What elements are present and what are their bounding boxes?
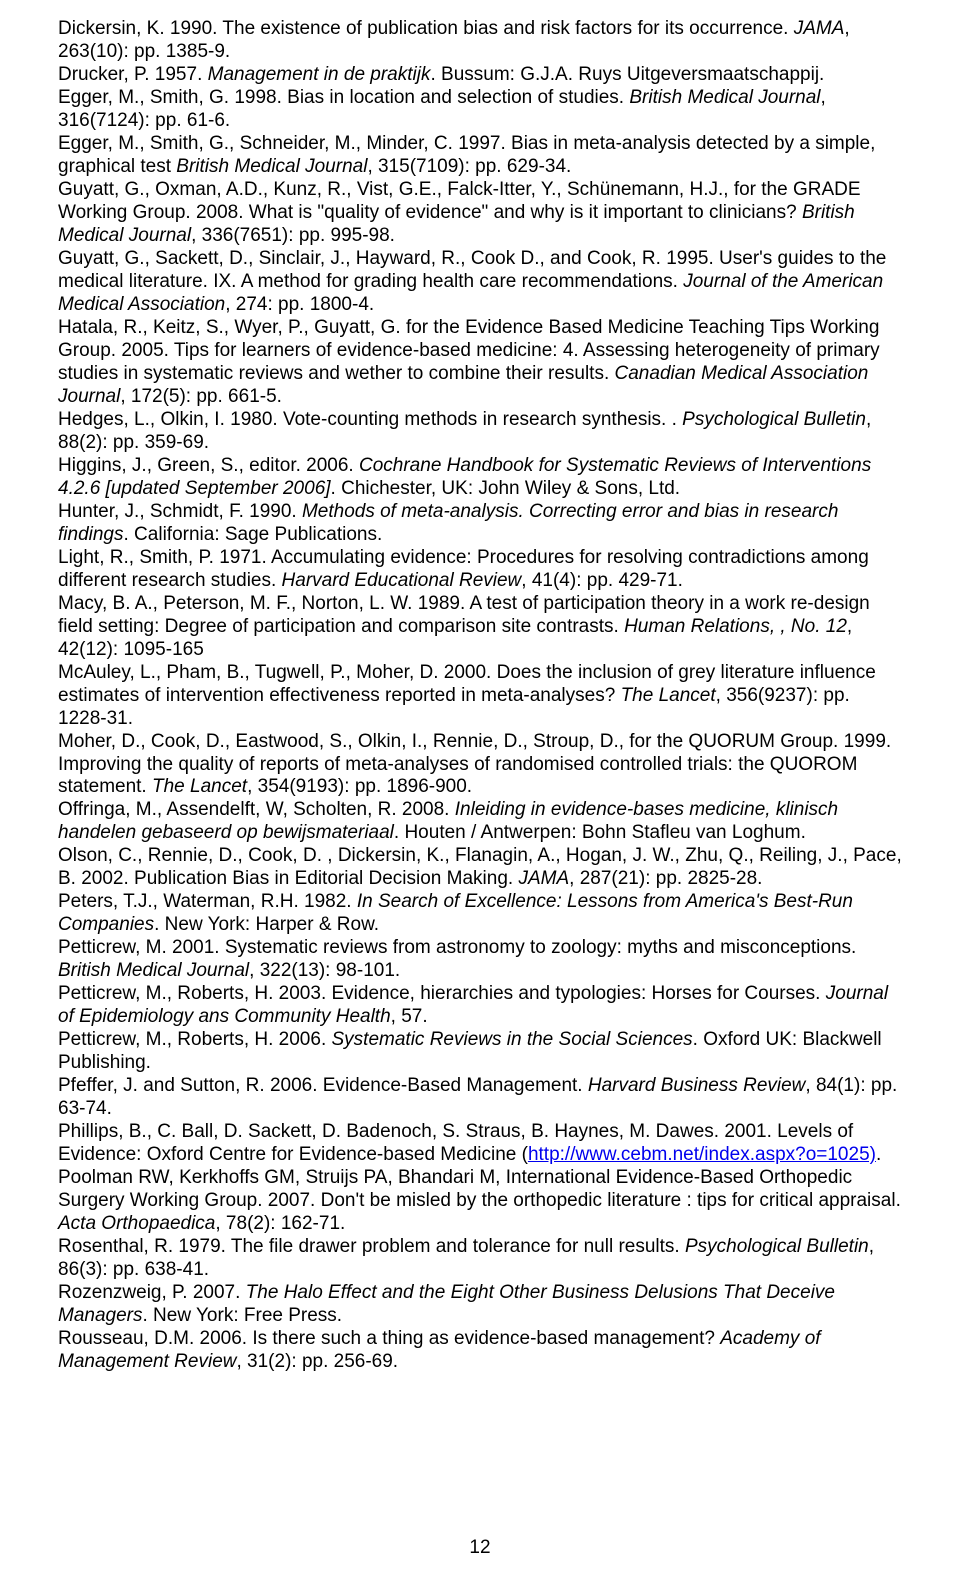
reference-journal: British Medical Journal: [58, 960, 249, 981]
reference-journal: JAMA: [794, 18, 845, 39]
reference-pre: Peters, T.J., Waterman, R.H. 1982.: [58, 891, 357, 912]
reference-entry: McAuley, L., Pham, B., Tugwell, P., Mohe…: [58, 662, 902, 731]
reference-pre: Drucker, P. 1957.: [58, 64, 208, 85]
reference-post: , 315(7109): pp. 629-34.: [367, 156, 571, 177]
reference-post: . Houten / Antwerpen: Bohn Stafleu van L…: [394, 822, 806, 843]
reference-entry: Pfeffer, J. and Sutton, R. 2006. Evidenc…: [58, 1075, 902, 1121]
reference-post: , 78(2): 162-71.: [215, 1213, 345, 1234]
reference-entry: Rousseau, D.M. 2006. Is there such a thi…: [58, 1328, 902, 1374]
reference-entry: Hatala, R., Keitz, S., Wyer, P., Guyatt,…: [58, 317, 902, 409]
reference-pre: Petticrew, M., Roberts, H. 2003. Evidenc…: [58, 983, 826, 1004]
reference-entry: Petticrew, M., Roberts, H. 2003. Evidenc…: [58, 983, 902, 1029]
reference-pre: Dickersin, K. 1990. The existence of pub…: [58, 18, 794, 39]
reference-pre: Poolman RW, Kerkhoffs GM, Struijs PA, Bh…: [58, 1167, 901, 1211]
reference-pre: Hunter, J., Schmidt, F. 1990.: [58, 501, 302, 522]
reference-journal: Harvard Educational Review: [282, 570, 522, 591]
reference-post: . New York: Free Press.: [143, 1305, 343, 1326]
reference-entry: Petticrew, M., Roberts, H. 2006. Systema…: [58, 1029, 902, 1075]
reference-journal: British Medical Journal: [629, 87, 820, 108]
reference-pre: Petticrew, M. 2001. Systematic reviews f…: [58, 937, 856, 958]
reference-entry: Offringa, M., Assendelft, W, Scholten, R…: [58, 799, 902, 845]
reference-post: , 31(2): pp. 256-69.: [236, 1351, 398, 1372]
reference-journal: JAMA: [518, 868, 569, 889]
reference-journal: Management in de praktijk: [208, 64, 431, 85]
reference-pre: Olson, C., Rennie, D., Cook, D. , Dicker…: [58, 845, 902, 889]
page-number: 12: [0, 1537, 960, 1560]
reference-journal: The Lancet: [621, 685, 716, 706]
reference-post: , 322(13): 98-101.: [249, 960, 400, 981]
reference-post: . California: Sage Publications.: [124, 524, 383, 545]
reference-pre: Rosenthal, R. 1979. The file drawer prob…: [58, 1236, 685, 1257]
reference-pre: Egger, M., Smith, G. 1998. Bias in locat…: [58, 87, 629, 108]
reference-entry: Petticrew, M. 2001. Systematic reviews f…: [58, 937, 902, 983]
reference-entry: Guyatt, G., Oxman, A.D., Kunz, R., Vist,…: [58, 179, 902, 248]
reference-pre: Rousseau, D.M. 2006. Is there such a thi…: [58, 1328, 720, 1349]
reference-journal: British Medical Journal: [176, 156, 367, 177]
reference-entry: Drucker, P. 1957. Management in de prakt…: [58, 64, 902, 87]
reference-entry: Moher, D., Cook, D., Eastwood, S., Olkin…: [58, 731, 902, 800]
reference-entry: Guyatt, G., Sackett, D., Sinclair, J., H…: [58, 248, 902, 317]
reference-post: . Bussum: G.J.A. Ruys Uitgeversmaatschap…: [430, 64, 824, 85]
reference-journal: Systematic Reviews in the Social Science…: [332, 1029, 693, 1050]
reference-journal: Psychological Bulletin: [682, 409, 866, 430]
reference-post: , 41(4): pp. 429-71.: [521, 570, 683, 591]
reference-post: . Chichester, UK: John Wiley & Sons, Ltd…: [331, 478, 681, 499]
reference-post: .: [876, 1144, 881, 1165]
reference-entry: Light, R., Smith, P. 1971. Accumulating …: [58, 547, 902, 593]
reference-entry: Higgins, J., Green, S., editor. 2006. Co…: [58, 455, 902, 501]
reference-entry: Olson, C., Rennie, D., Cook, D. , Dicker…: [58, 845, 902, 891]
reference-post: , 57.: [391, 1006, 428, 1027]
reference-entry: Rozenzweig, P. 2007. The Halo Effect and…: [58, 1282, 902, 1328]
page-container: Dickersin, K. 1990. The existence of pub…: [0, 0, 960, 1580]
reference-journal: Acta Orthopaedica: [58, 1213, 215, 1234]
reference-post: . New York: Harper & Row.: [154, 914, 379, 935]
reference-link[interactable]: http://www.cebm.net/index.aspx?o=1025): [528, 1144, 876, 1165]
reference-entry: Egger, M., Smith, G., Schneider, M., Min…: [58, 133, 902, 179]
reference-journal: Human Relations, , No. 12: [624, 616, 847, 637]
reference-pre: Pfeffer, J. and Sutton, R. 2006. Evidenc…: [58, 1075, 588, 1096]
reference-entry: Peters, T.J., Waterman, R.H. 1982. In Se…: [58, 891, 902, 937]
references-list: Dickersin, K. 1990. The existence of pub…: [58, 18, 902, 1374]
reference-post: , 336(7651): pp. 995-98.: [191, 225, 395, 246]
reference-pre: Hedges, L., Olkin, I. 1980. Vote-countin…: [58, 409, 682, 430]
reference-post: , 354(9193): pp. 1896-900.: [247, 776, 472, 797]
reference-post: , 287(21): pp. 2825-28.: [569, 868, 762, 889]
reference-entry: Macy, B. A., Peterson, M. F., Norton, L.…: [58, 593, 902, 662]
reference-journal: Psychological Bulletin: [685, 1236, 869, 1257]
reference-entry: Phillips, B., C. Ball, D. Sackett, D. Ba…: [58, 1121, 902, 1167]
reference-entry: Rosenthal, R. 1979. The file drawer prob…: [58, 1236, 902, 1282]
reference-journal: Harvard Business Review: [588, 1075, 806, 1096]
reference-journal: The Lancet: [152, 776, 247, 797]
reference-entry: Dickersin, K. 1990. The existence of pub…: [58, 18, 902, 64]
reference-entry: Hedges, L., Olkin, I. 1980. Vote-countin…: [58, 409, 902, 455]
reference-pre: Offringa, M., Assendelft, W, Scholten, R…: [58, 799, 455, 820]
reference-pre: Guyatt, G., Oxman, A.D., Kunz, R., Vist,…: [58, 179, 861, 223]
reference-entry: Poolman RW, Kerkhoffs GM, Struijs PA, Bh…: [58, 1167, 902, 1236]
reference-post: , 274: pp. 1800-4.: [225, 294, 374, 315]
reference-pre: Higgins, J., Green, S., editor. 2006.: [58, 455, 359, 476]
reference-entry: Egger, M., Smith, G. 1998. Bias in locat…: [58, 87, 902, 133]
reference-pre: Petticrew, M., Roberts, H. 2006.: [58, 1029, 332, 1050]
reference-post: , 172(5): pp. 661-5.: [120, 386, 282, 407]
reference-entry: Hunter, J., Schmidt, F. 1990. Methods of…: [58, 501, 902, 547]
reference-pre: Rozenzweig, P. 2007.: [58, 1282, 246, 1303]
